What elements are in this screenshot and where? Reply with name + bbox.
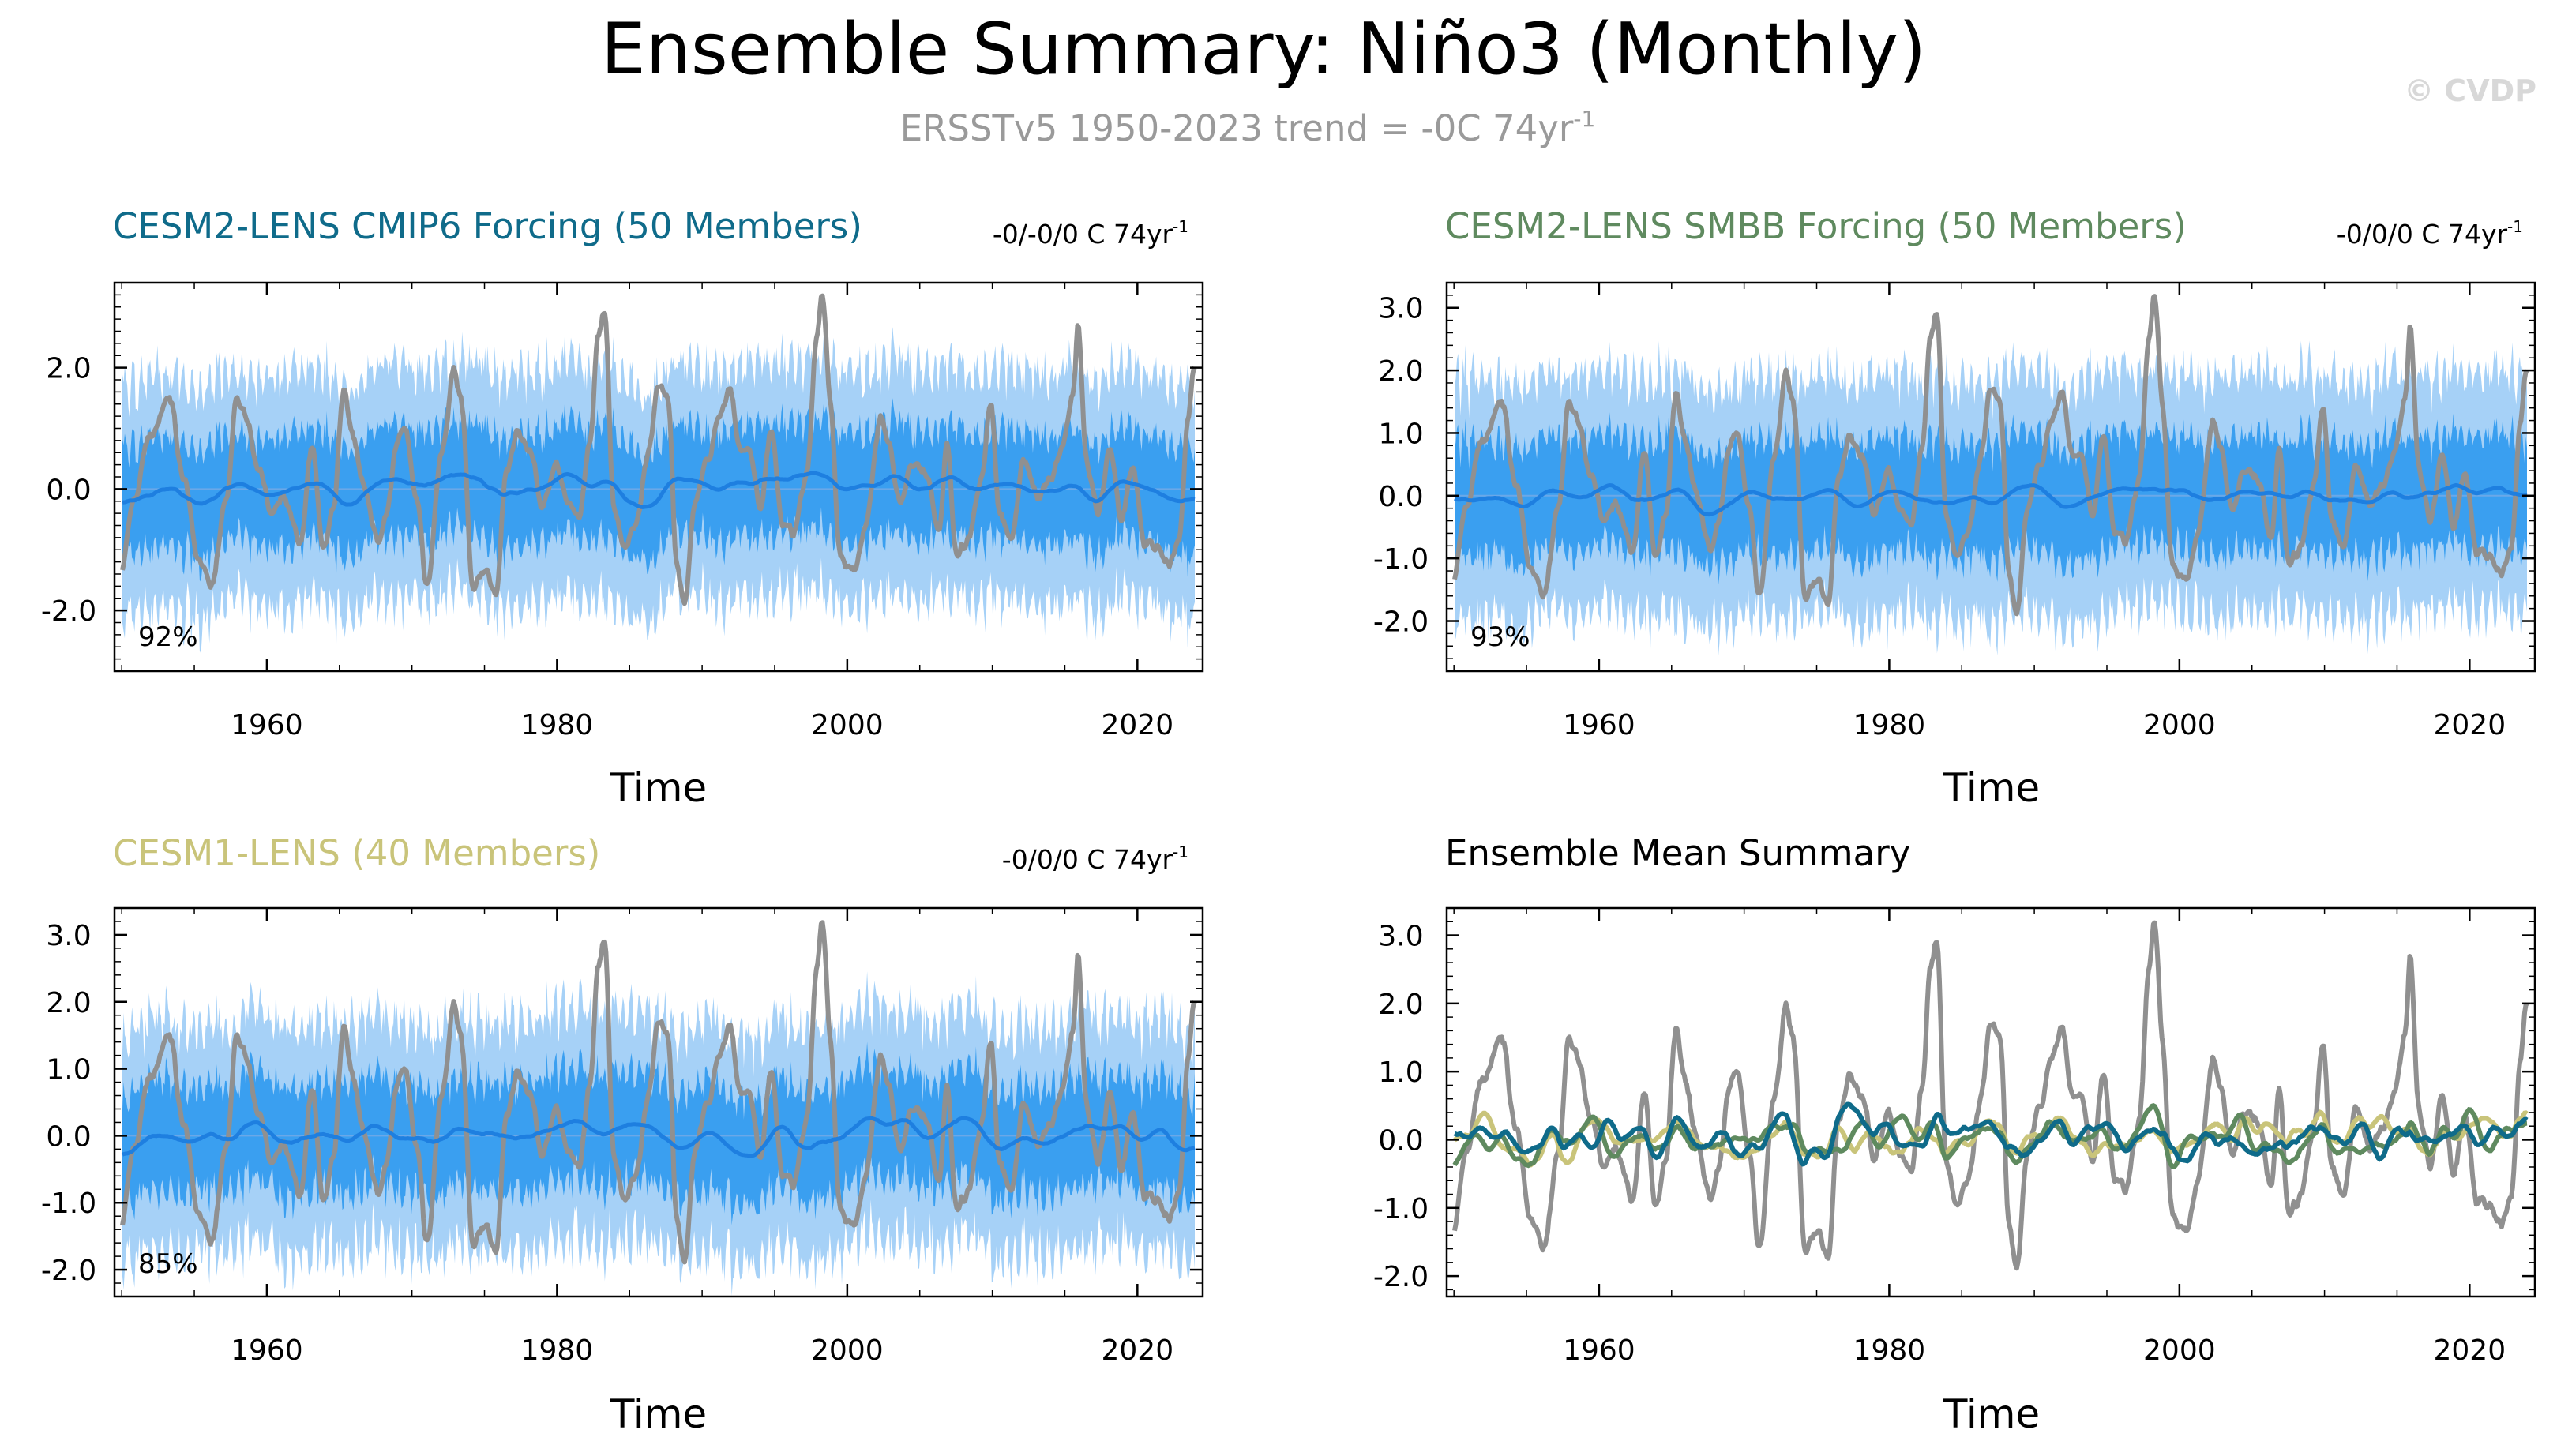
x-tick-label: 2020 [1102, 709, 1174, 741]
x-tick-label: 1960 [1563, 1334, 1635, 1367]
figure-subtitle: ERSSTv5 1950-2023 trend = -0C 74yr-1 [900, 106, 1596, 149]
plot-frame [1445, 906, 2536, 1298]
panel-ensemble-mean-summary: Ensemble Mean Summary -2.0 -1.0 0.0 1.0 2.0 3… [1373, 832, 2536, 1437]
y-tick-label: -2.0 [1373, 606, 1429, 639]
x-tick-label: 2000 [811, 709, 884, 741]
plot-area: -2.0 -1.0 0.0 1.0 2.0 3.0 1960 1980 2000 2020 [41, 906, 1204, 1367]
ensemble-mean-line [122, 471, 1196, 509]
y-tick-label: 2.0 [1378, 355, 1423, 388]
obs-line [1452, 920, 2529, 1271]
panel-cesm1: CESM1-LENS (40 Members) -0/0/0 C 74yr-1 … [41, 832, 1204, 1437]
x-tick-label: 1980 [521, 1334, 594, 1367]
cmip6-mean-line [1453, 1101, 2529, 1167]
x-tick-label: 1980 [1853, 709, 1926, 741]
trend-label: -0/-0/0 C 74yr-1 [993, 217, 1188, 250]
panel-title: CESM2-LENS CMIP6 Forcing (50 Members) [113, 205, 862, 247]
trend-label: -0/0/0 C 74yr-1 [2337, 217, 2523, 250]
y-tick-label: 1.0 [46, 1054, 91, 1086]
y-tick-label: 3.0 [46, 920, 91, 952]
x-axis-label: Time [1943, 1391, 2040, 1437]
y-tick-label: 0.0 [46, 474, 91, 506]
x-tick-label: 1980 [521, 709, 594, 741]
y-tick-label: 3.0 [1378, 921, 1423, 953]
y-tick-label: 2.0 [46, 353, 91, 385]
plot-frame [1445, 281, 2536, 673]
ensemble-mean-line [1454, 482, 2528, 517]
panel-title: CESM2-LENS SMBB Forcing (50 Members) [1445, 205, 2187, 247]
y-tick-label: 0.0 [46, 1120, 91, 1153]
y-tick-label: 3.0 [1378, 293, 1423, 325]
x-tick-label: 1960 [231, 709, 303, 741]
plot-area: -2.0 -1.0 0.0 1.0 2.0 3.0 1960 1980 2000 2020 [1373, 906, 2536, 1367]
y-tick-label: -2.0 [1373, 1261, 1429, 1293]
band-25-75 [122, 398, 1195, 583]
obs-line [1452, 294, 2529, 617]
y-tick-label: 0.0 [1378, 481, 1423, 513]
band-25-75 [1455, 411, 2527, 587]
panel-title: CESM1-LENS (40 Members) [113, 832, 600, 874]
plot-area: -2.0 -1.0 0.0 1.0 2.0 3.0 1960 1980 2000 2020 [1373, 281, 2536, 741]
smbb-mean-line [1452, 1102, 2528, 1169]
ensemble-mean-line [121, 1116, 1196, 1158]
plot-area: -2.0 0.0 2.0 1960 1980 2000 2020 [41, 281, 1204, 741]
plot-frame [113, 906, 1204, 1298]
panel-title: Ensemble Mean Summary [1445, 832, 1910, 874]
obs-line [120, 920, 1197, 1265]
x-tick-label: 2020 [1102, 1334, 1174, 1367]
x-tick-label: 2000 [811, 1334, 884, 1367]
x-tick-label: 2020 [2434, 1334, 2506, 1367]
subtitle-exponent: -1 [1573, 106, 1595, 132]
cvdp-watermark: © CVDP [2404, 73, 2536, 108]
trend-label: -0/0/0 C 74yr-1 [1002, 842, 1188, 875]
panel-cesm2-cmip6: CESM2-LENS CMIP6 Forcing (50 Members) -0… [41, 205, 1204, 811]
y-tick-label: 2.0 [1378, 989, 1423, 1021]
x-axis-label: Time [610, 1391, 707, 1437]
y-tick-label: 1.0 [1378, 418, 1423, 450]
x-axis-label: Time [1943, 765, 2040, 811]
x-tick-label: 1960 [231, 1334, 303, 1367]
y-tick-label: 1.0 [1378, 1056, 1423, 1089]
subtitle-main: ERSSTv5 1950-2023 trend = -0C 74yr [900, 107, 1574, 149]
y-tick-label: 0.0 [1378, 1124, 1423, 1157]
x-tick-label: 1960 [1563, 709, 1635, 741]
x-tick-label: 2020 [2434, 709, 2506, 741]
y-tick-label: -2.0 [41, 595, 96, 628]
y-tick-label: -2.0 [41, 1255, 96, 1287]
percent-label: 92% [138, 621, 198, 653]
panel-cesm2-smbb: CESM2-LENS SMBB Forcing (50 Members) -0/… [1373, 205, 2536, 811]
y-tick-label: -1.0 [1373, 1193, 1429, 1225]
x-tick-label: 2000 [2143, 1334, 2216, 1367]
percent-label: 93% [1470, 621, 1530, 653]
x-axis-label: Time [610, 765, 707, 811]
percent-label: 85% [138, 1248, 198, 1280]
x-tick-label: 2000 [2143, 709, 2216, 741]
y-tick-label: -1.0 [1373, 543, 1429, 576]
y-tick-label: 2.0 [46, 987, 91, 1019]
obs-line [120, 293, 1197, 606]
x-tick-label: 1980 [1853, 1334, 1926, 1367]
figure-title: Ensemble Summary: Niño3 (Monthly) [601, 8, 1926, 91]
y-tick-label: -1.0 [41, 1188, 96, 1220]
